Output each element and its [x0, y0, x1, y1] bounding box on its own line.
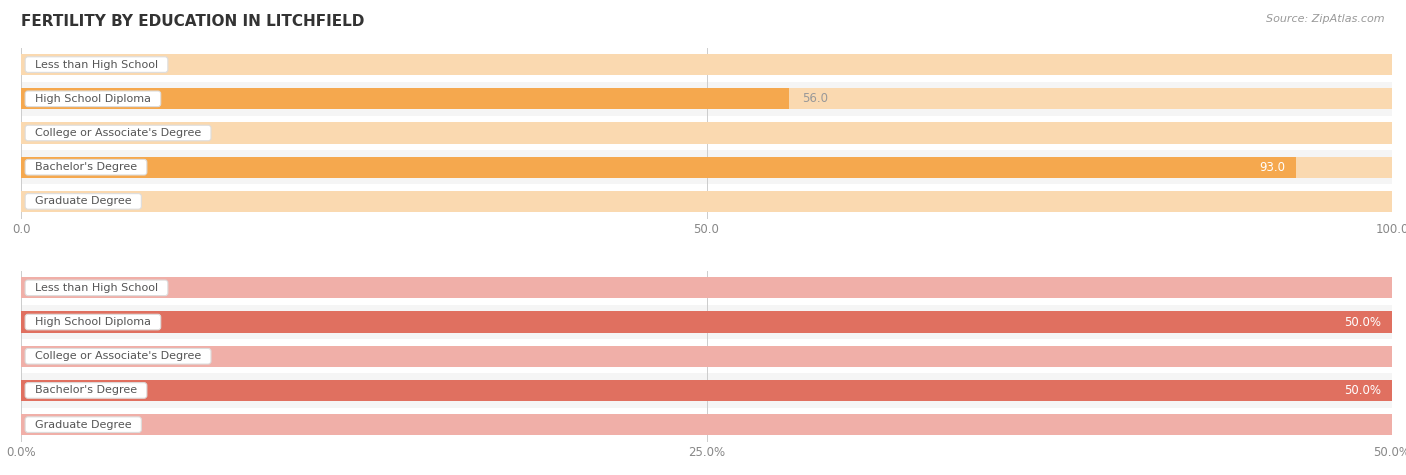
Bar: [21, 305, 1392, 339]
Bar: [21, 54, 1392, 75]
Text: FERTILITY BY EDUCATION IN LITCHFIELD: FERTILITY BY EDUCATION IN LITCHFIELD: [21, 14, 364, 29]
Text: Less than High School: Less than High School: [28, 59, 165, 70]
Bar: [21, 157, 1392, 178]
Bar: [21, 380, 1392, 401]
Text: 0.0: 0.0: [35, 126, 53, 140]
Text: 0.0%: 0.0%: [35, 350, 65, 363]
Text: 0.0%: 0.0%: [35, 281, 65, 294]
Text: Graduate Degree: Graduate Degree: [28, 196, 139, 207]
Bar: [21, 408, 1392, 442]
Bar: [21, 88, 1392, 109]
Bar: [21, 339, 1392, 373]
Bar: [21, 346, 1392, 367]
Text: Graduate Degree: Graduate Degree: [28, 419, 139, 430]
Bar: [21, 380, 1392, 401]
Bar: [21, 82, 1392, 116]
Bar: [21, 312, 1392, 332]
Text: College or Associate's Degree: College or Associate's Degree: [28, 128, 208, 138]
Text: 56.0: 56.0: [803, 92, 828, 105]
Bar: [21, 157, 1296, 178]
Text: 0.0: 0.0: [35, 58, 53, 71]
Text: 50.0%: 50.0%: [1344, 315, 1381, 329]
Bar: [21, 88, 789, 109]
Bar: [21, 414, 1392, 435]
Bar: [21, 184, 1392, 218]
Bar: [21, 123, 1392, 143]
Bar: [21, 191, 1392, 212]
Bar: [21, 373, 1392, 408]
Text: 0.0%: 0.0%: [35, 418, 65, 431]
Bar: [21, 312, 1392, 332]
Text: 93.0: 93.0: [1258, 161, 1285, 174]
Bar: [21, 116, 1392, 150]
Text: 50.0%: 50.0%: [1344, 384, 1381, 397]
Text: Source: ZipAtlas.com: Source: ZipAtlas.com: [1267, 14, 1385, 24]
Text: Less than High School: Less than High School: [28, 283, 165, 293]
Text: High School Diploma: High School Diploma: [28, 317, 157, 327]
Bar: [21, 150, 1392, 184]
Text: Bachelor's Degree: Bachelor's Degree: [28, 385, 143, 396]
Bar: [21, 271, 1392, 305]
Text: 0.0: 0.0: [35, 195, 53, 208]
Bar: [21, 277, 1392, 298]
Text: Bachelor's Degree: Bachelor's Degree: [28, 162, 143, 172]
Text: College or Associate's Degree: College or Associate's Degree: [28, 351, 208, 361]
Bar: [21, 48, 1392, 82]
Text: High School Diploma: High School Diploma: [28, 94, 157, 104]
